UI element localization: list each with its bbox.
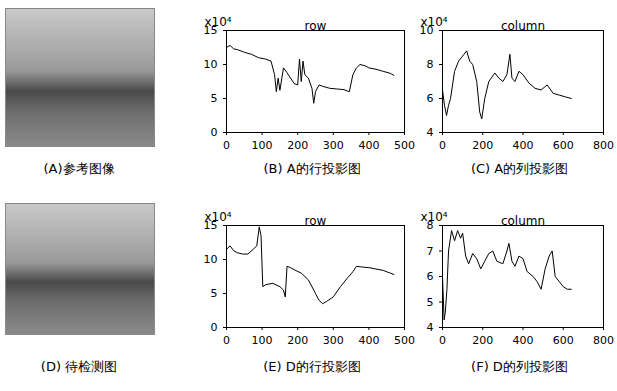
svg-text:200: 200 <box>472 334 493 347</box>
svg-text:4: 4 <box>427 321 434 334</box>
svg-text:600: 600 <box>553 334 574 347</box>
svg-text:5: 5 <box>427 296 434 309</box>
svg-text:6: 6 <box>427 270 434 283</box>
svg-text:400: 400 <box>358 334 379 347</box>
svg-text:500: 500 <box>394 139 415 152</box>
svg-text:x10⁴: x10⁴ <box>205 15 232 29</box>
svg-text:row: row <box>305 214 327 228</box>
svg-text:8: 8 <box>427 58 434 71</box>
svg-text:5: 5 <box>211 287 218 300</box>
svg-text:800: 800 <box>593 334 614 347</box>
svg-text:0: 0 <box>439 334 446 347</box>
svg-text:x10⁴: x10⁴ <box>421 210 448 224</box>
svg-text:column: column <box>501 19 545 33</box>
svg-text:300: 300 <box>323 139 344 152</box>
html-text:(F) D的列投影图: (F) D的列投影图 <box>471 359 568 374</box>
svg-text:7: 7 <box>427 245 434 258</box>
svg-text:200: 200 <box>472 139 493 152</box>
svg-text:10: 10 <box>204 58 218 71</box>
html-text:(C) A的列投影图: (C) A的列投影图 <box>470 161 569 176</box>
svg-text:100: 100 <box>252 139 273 152</box>
svg-text:600: 600 <box>553 139 574 152</box>
svg-text:0: 0 <box>211 321 218 334</box>
svg-text:200: 200 <box>287 334 308 347</box>
svg-text:6: 6 <box>427 92 434 105</box>
html-text:(A)参考图像: (A)参考图像 <box>43 161 115 176</box>
svg-text:200: 200 <box>287 139 308 152</box>
svg-text:0: 0 <box>223 139 230 152</box>
svg-text:x10⁴: x10⁴ <box>205 210 232 224</box>
svg-text:0: 0 <box>223 334 230 347</box>
svg-text:8: 8 <box>426 219 434 232</box>
html-text:(D) 待检测图: (D) 待检测图 <box>40 359 118 374</box>
svg-text:400: 400 <box>358 139 379 152</box>
svg-text:0: 0 <box>439 139 446 152</box>
svg-text:300: 300 <box>323 334 344 347</box>
svg-text:5: 5 <box>211 92 218 105</box>
svg-text:x10⁴: x10⁴ <box>421 15 448 29</box>
svg-text:400: 400 <box>513 334 534 347</box>
svg-text:10: 10 <box>419 24 434 37</box>
svg-text:100: 100 <box>252 334 273 347</box>
svg-text:500: 500 <box>394 334 415 347</box>
svg-text:4: 4 <box>427 126 434 139</box>
svg-text:400: 400 <box>513 139 534 152</box>
svg-text:column: column <box>501 214 545 228</box>
html-text:(B) A的行投影图: (B) A的行投影图 <box>263 161 361 176</box>
svg-text:10: 10 <box>204 253 218 266</box>
svg-text:800: 800 <box>593 139 614 152</box>
html-text:(E) D的行投影图: (E) D的行投影图 <box>263 359 361 374</box>
svg-text:row: row <box>305 19 327 33</box>
svg-text:15: 15 <box>203 24 218 37</box>
svg-text:15: 15 <box>203 219 218 232</box>
svg-text:0: 0 <box>211 126 218 139</box>
